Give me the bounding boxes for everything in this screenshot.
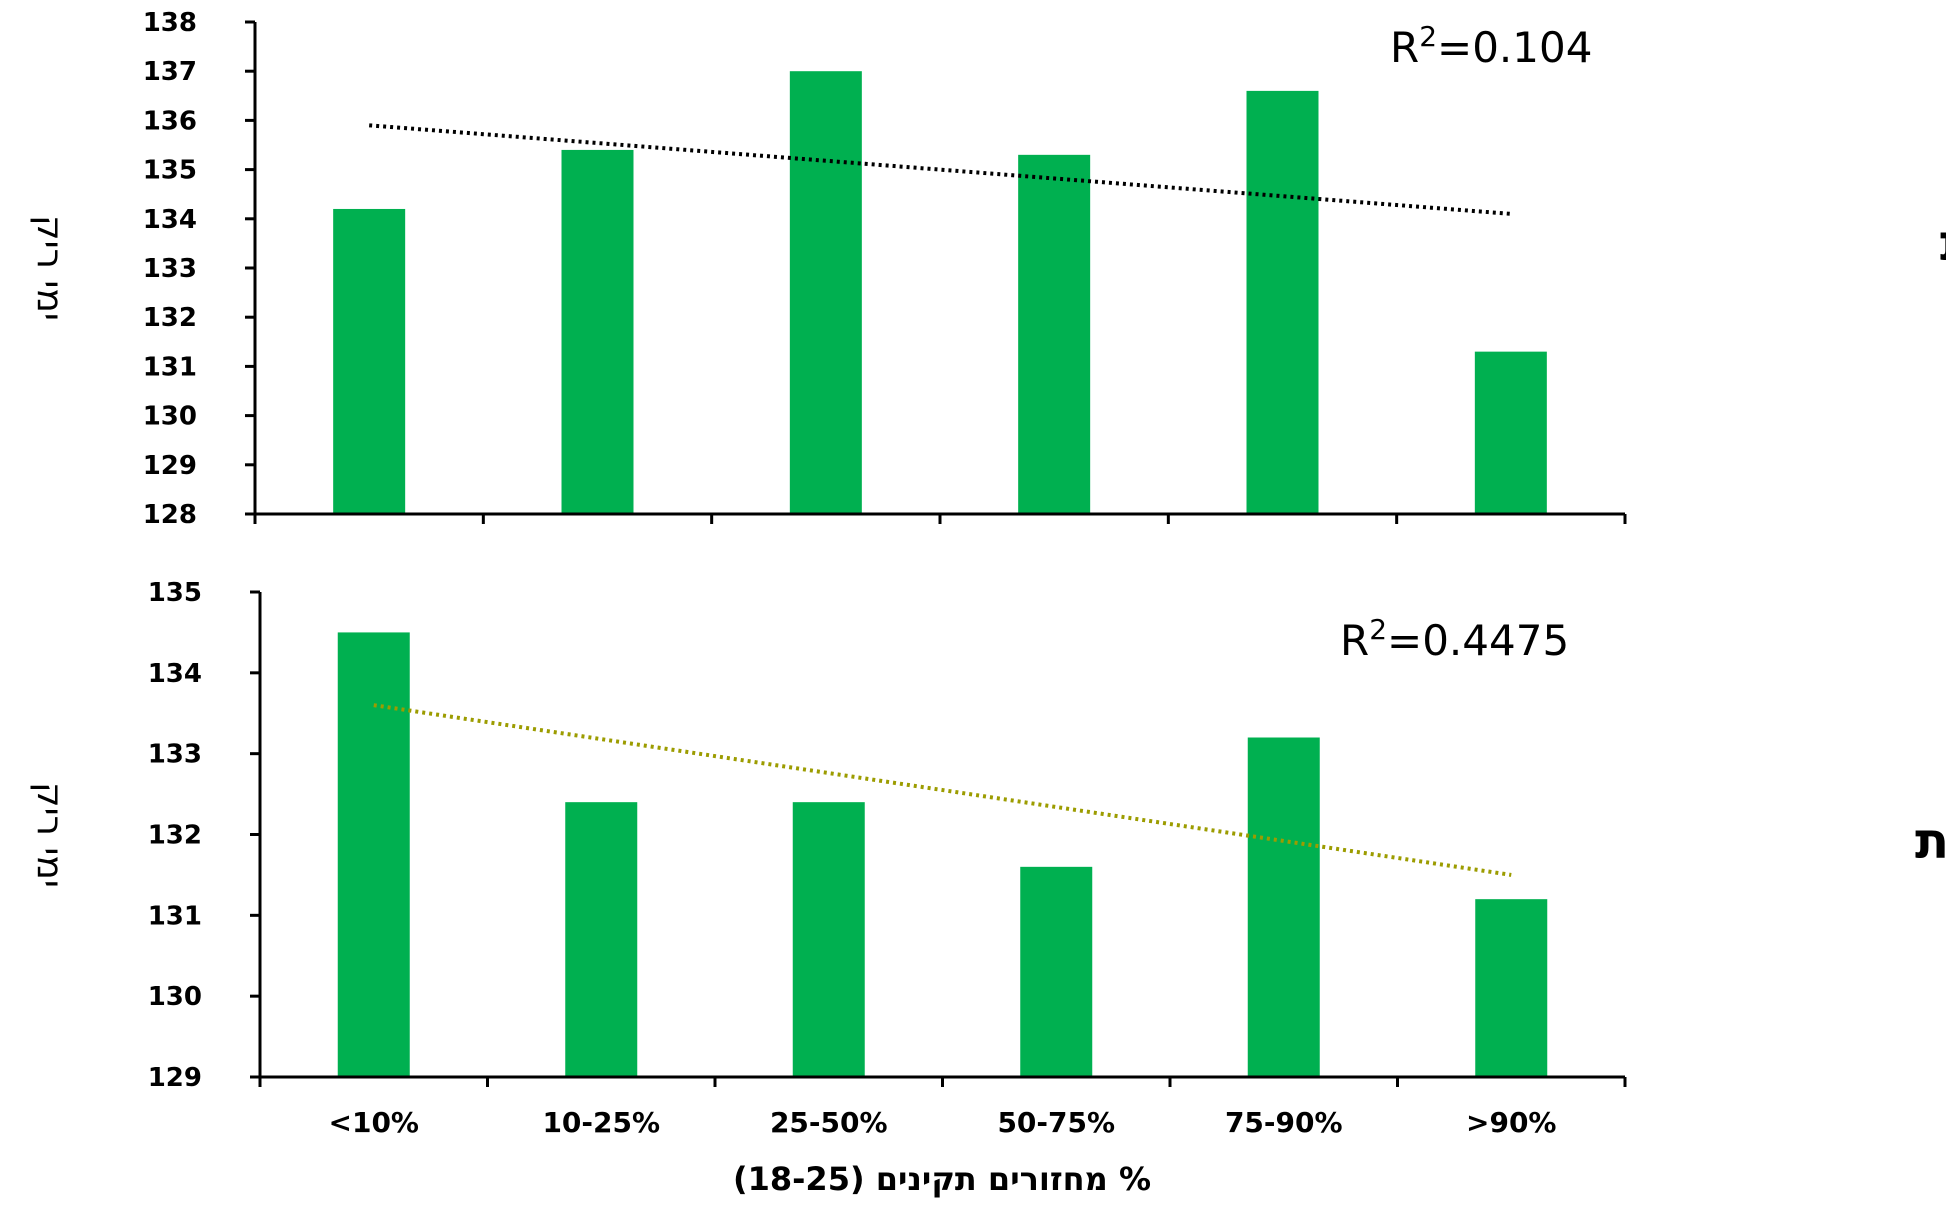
panel-2-y-tick-label: 135 [148,578,202,608]
panel-2-category-label: 25-50% [770,1106,888,1139]
panel-2-bar-3 [792,802,865,1077]
panel-2-group-label: בוגרות [1915,812,1946,870]
x-axis-title: % מחזורים תקינים (18-25) [733,1160,1151,1198]
panel-1-y-tick-label: 135 [143,156,197,186]
panel-1-y-tick-label: 134 [143,205,197,235]
panel-1-y-tick-label: 128 [143,500,197,530]
panel-2-bar-2 [565,802,638,1077]
panel-1-y-axis-title: ימי ריק [29,215,70,321]
panel-2-y-axis-title: ימי ריק [29,782,70,888]
panel-2-bar-5 [1247,737,1320,1077]
panel-1-y-tick-label: 137 [143,57,197,87]
panel-2-bar-6 [1475,899,1548,1077]
panel-2-category-label: 10-25% [542,1106,660,1139]
panel-2-category-label: <10% [329,1106,419,1139]
panel-1-bar-2 [561,149,634,515]
panel-1-y-tick-label: 138 [143,8,197,38]
panel-1-group-label: מבכירות [1940,214,1946,272]
panel-2-category-label: 75-90% [1225,1106,1343,1139]
panel-2-r2-annotation: R2=0.4475 [1340,613,1569,665]
panel-1-trendline [369,123,1511,216]
panel-1-bar-4 [1018,154,1091,514]
panel-1-bar-5 [1246,90,1319,514]
panel-2-y-tick-label: 134 [148,659,202,689]
panel-2-bar-1 [337,632,410,1077]
panel-2-y-tick-label: 130 [148,982,202,1012]
panel-2-category-label: 50-75% [997,1106,1115,1139]
panel-1-y-tick-label: 129 [143,451,197,481]
panel-2-y-tick-label: 131 [148,901,202,931]
panel-2-y-tick-label: 133 [148,740,202,770]
panel-1-bar-3 [789,71,862,514]
panel-1-r2-annotation: R2=0.104 [1390,20,1592,72]
panel-2-trendline [373,703,1512,877]
panel-1-y-tick-label: 132 [143,303,197,333]
panel-1-y-tick-label: 136 [143,106,197,136]
panel-2-y-tick-label: 129 [148,1063,202,1093]
panel-2-bar-4 [1020,866,1093,1077]
panel-1-bar-6 [1474,351,1547,514]
panel-1-bar-1 [333,208,406,514]
panel-1-y-tick-label: 130 [143,402,197,432]
panel-2-y-tick-label: 132 [148,821,202,851]
panel-2-category-label: >90% [1466,1106,1556,1139]
panel-1-y-tick-label: 133 [143,254,197,284]
chart-layer: 128 129 130 131 132 133 134 135 136 137 138 ימי ריק… [29,8,1946,1139]
panel-1-y-tick-label: 131 [143,352,197,382]
